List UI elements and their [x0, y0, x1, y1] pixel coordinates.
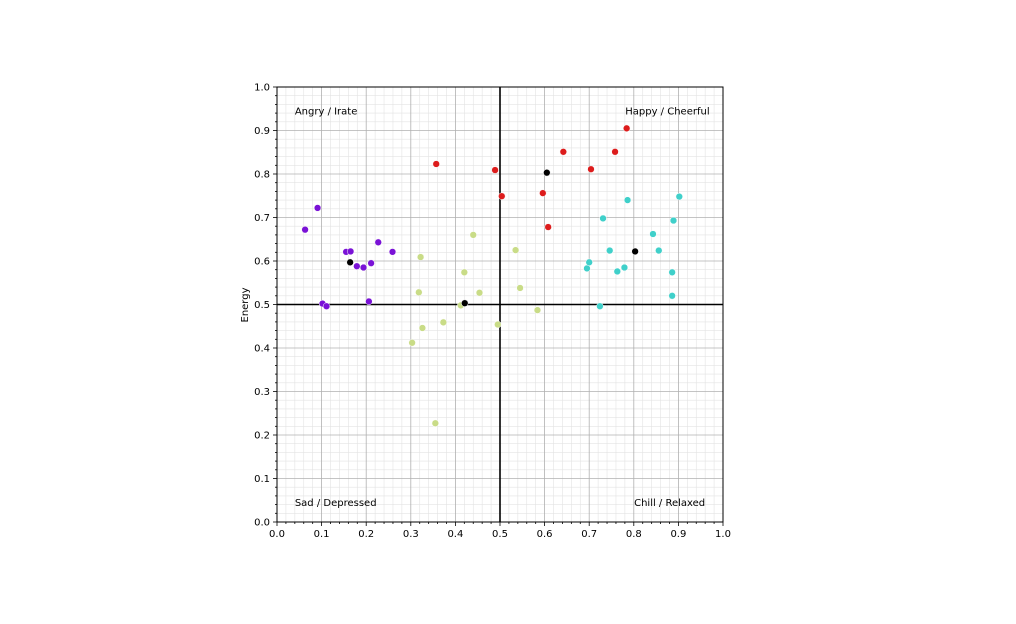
quadrant-annotation: Sad / Depressed	[295, 498, 377, 509]
scatter-point	[533, 306, 542, 314]
scatter-point	[416, 253, 425, 261]
reference-lines	[277, 87, 723, 522]
scatter-point	[313, 204, 322, 212]
y-tick-label: 0.9	[254, 126, 270, 137]
scatter-point	[668, 268, 676, 276]
scatter-point	[668, 292, 676, 300]
y-tick-label: 1.0	[254, 83, 270, 94]
y-tick-label: 0.3	[254, 387, 270, 398]
x-tick-label: 0.3	[403, 529, 419, 540]
scatter-point	[469, 231, 477, 239]
scatter-point	[461, 299, 469, 307]
scatter-point	[623, 124, 631, 132]
y-tick-label: 0.6	[254, 257, 270, 268]
x-tick-label: 0.6	[537, 529, 553, 540]
scatter-point	[418, 324, 427, 332]
x-tick-label: 1.0	[715, 529, 731, 540]
x-tick-label: 0.8	[626, 529, 642, 540]
tick-labels: 0.0 0.1 0.2 0.3 0.4 0.5 0.6 0.7 0.8 0.9 1.0 0.0 0.1 0…	[254, 83, 731, 541]
x-tick-label: 0.4	[447, 529, 463, 540]
scatter-point	[631, 247, 639, 256]
scatter-point	[491, 166, 499, 174]
scatter-point	[475, 289, 484, 297]
scatter-point	[431, 419, 439, 427]
scatter-point	[415, 288, 423, 296]
scatter-point	[439, 318, 448, 326]
y-tick-label: 0.0	[254, 518, 270, 529]
y-tick-label: 0.2	[254, 431, 270, 442]
scatter-point	[675, 192, 683, 201]
scatter-point	[583, 264, 591, 273]
scatter-point	[587, 165, 595, 173]
scatter-point	[611, 148, 619, 156]
scatter-point	[498, 192, 506, 200]
axis-ticks	[273, 86, 724, 526]
quadrant-annotation: Chill / Relaxed	[634, 498, 705, 509]
y-tick-label: 0.4	[254, 344, 270, 355]
scatter-point	[353, 262, 361, 270]
quadrant-annotations: Angry / Irate Happy / Cheerful Sad / Depre…	[295, 106, 710, 509]
x-tick-label: 0.5	[492, 529, 508, 540]
quadrant-annotation: Angry / Irate	[295, 106, 358, 117]
scatter-point	[322, 302, 331, 310]
y-axis-label: Energy	[240, 287, 251, 322]
scatter-point	[365, 297, 373, 306]
y-tick-label: 0.8	[254, 170, 270, 181]
scatter-point	[346, 247, 355, 256]
scatter-point	[543, 169, 551, 177]
scatter-point	[539, 189, 547, 197]
scatter-point	[596, 302, 604, 310]
scatter-point	[432, 160, 440, 168]
y-tick-label: 0.5	[254, 300, 270, 311]
scatter-point	[301, 226, 309, 234]
scatter-point	[367, 259, 375, 267]
data-points	[301, 124, 683, 427]
y-tick-label: 0.1	[254, 474, 270, 485]
scatter-point	[669, 216, 678, 225]
scatter-point	[359, 263, 368, 272]
scatter-point	[388, 248, 397, 256]
scatter-point	[606, 246, 614, 255]
scatter-point	[346, 258, 354, 266]
scatter-point	[613, 267, 621, 276]
scatter-point	[623, 196, 632, 204]
scatter-point	[649, 230, 657, 238]
scatter-point	[544, 223, 552, 231]
scatter-point	[460, 268, 468, 276]
x-tick-label: 0.0	[269, 529, 285, 540]
scatter-point	[559, 148, 567, 156]
x-tick-label: 0.2	[358, 529, 374, 540]
scatter-point	[620, 263, 629, 272]
scatter-point	[655, 246, 663, 255]
scatter-point	[408, 339, 416, 347]
scatter-point	[516, 284, 524, 292]
y-tick-label: 0.7	[254, 213, 270, 224]
scatter-point	[511, 246, 520, 254]
x-tick-label: 0.7	[581, 529, 597, 540]
scatter-point	[494, 320, 502, 329]
x-tick-label: 0.9	[670, 529, 686, 540]
quadrant-annotation: Happy / Cheerful	[625, 106, 709, 117]
scatter-point	[374, 238, 382, 246]
x-tick-label: 0.1	[314, 529, 330, 540]
scatter-point	[599, 214, 607, 223]
scatter-point	[585, 258, 593, 266]
